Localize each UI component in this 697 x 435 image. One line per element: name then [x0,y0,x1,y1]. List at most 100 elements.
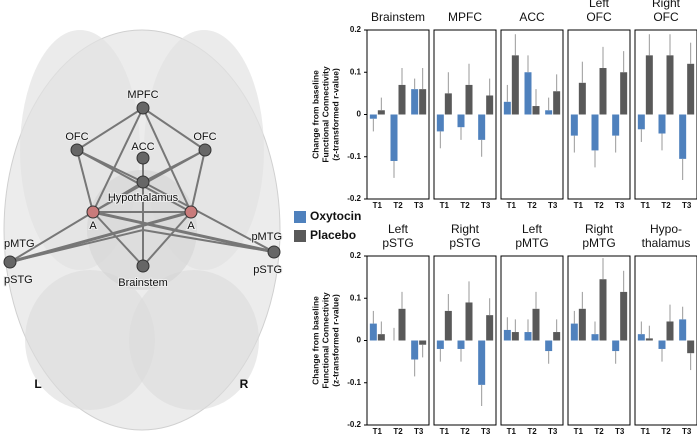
x-tick-label: T1 [373,201,383,210]
legend-swatch [294,211,306,223]
node [86,205,100,219]
panel-frame [634,29,697,200]
panel-title: Right [451,222,480,236]
bar [545,340,553,352]
panel-title: Brainstem [371,10,425,24]
bar [620,72,628,115]
node-label: A [187,220,195,232]
brain: MPFC OFC ACC OFC Hypothalamus A A pMTG p… [3,29,283,431]
y-axis-label: (z-transformed r-value) [330,294,340,387]
x-tick-label: T1 [507,201,517,210]
bar [411,89,419,115]
y-tick-label: -0.2 [347,194,361,203]
bar [591,334,599,341]
panel-frame [500,29,564,200]
nodes [3,101,281,273]
panel-title: OFC [586,10,612,24]
x-tick-label: T3 [615,427,625,435]
bar [524,72,532,115]
bar [486,95,494,115]
bar [666,321,674,341]
bar [377,334,385,341]
y-axis-label: Change from baseline [310,296,320,385]
side-label: L [34,377,41,391]
bar [511,332,519,341]
y-tick-label: 0.1 [350,293,362,302]
bar [398,308,406,341]
x-tick-label: T3 [548,201,558,210]
panel-frame [433,255,497,426]
bar [687,340,695,354]
bar [687,63,695,115]
edge [190,149,206,213]
x-tick-label: T1 [507,427,517,435]
edge [142,211,192,267]
y-tick-label: -0.1 [347,152,361,161]
node [136,151,150,165]
x-tick-label: T1 [440,427,450,435]
bar [658,340,666,349]
bar [369,114,377,119]
bar [591,114,599,151]
edge [76,149,192,213]
x-tick-label: T2 [594,427,604,435]
x-tick-label: T2 [527,201,537,210]
bar [436,114,444,132]
x-tick-label: T3 [481,427,491,435]
edges [9,107,275,267]
x-tick-label: T2 [661,201,671,210]
bar [612,340,620,352]
bar [486,315,494,341]
x-tick-label: T2 [661,427,671,435]
edge [9,181,144,263]
panel-title: OFC [653,10,679,24]
x-tick-label: T3 [548,427,558,435]
x-tick-label: T1 [574,201,584,210]
x-tick-label: T3 [414,427,424,435]
node [70,143,84,157]
bar [532,106,540,115]
y-tick-label: -0.1 [347,378,361,387]
x-tick-label: T2 [393,427,403,435]
brain-lobe [25,270,155,410]
bar [620,291,628,341]
node [267,245,281,259]
node [3,255,17,269]
panel-title: Left [522,222,543,236]
charts: Change from baseline Functional Connectiv… [294,0,697,435]
bar [553,332,561,341]
panel-title: Left [388,222,409,236]
bar [599,279,607,341]
panel-title: pMTG [582,236,615,250]
y-tick-label: -0.2 [347,420,361,429]
bar [457,340,465,349]
bar [599,68,607,115]
panel-title: pSTG [449,236,480,250]
bar [457,114,465,128]
panel-title: pSTG [382,236,413,250]
bar [419,340,427,345]
panel-frame [433,29,497,200]
bar [666,55,674,115]
x-tick-label: T1 [641,427,651,435]
x-tick-label: T2 [393,201,403,210]
edge [142,107,192,213]
bar [419,89,427,115]
bar [578,82,586,115]
x-tick-label: T3 [615,201,625,210]
bar [679,114,687,159]
y-tick-label: 0 [357,110,362,119]
edge [76,107,144,151]
bar [436,340,444,349]
edge [142,149,206,183]
node-label: OFC [65,131,88,143]
panel-frame [567,29,631,200]
x-tick-label: T1 [574,427,584,435]
panel-title: pMTG [515,236,548,250]
bar [503,101,511,115]
x-tick-label: T1 [641,201,651,210]
legend-label: Oxytocin [310,209,361,223]
panel-frame [500,255,564,426]
bar [390,114,398,161]
y-tick-label: 0.2 [350,251,362,260]
